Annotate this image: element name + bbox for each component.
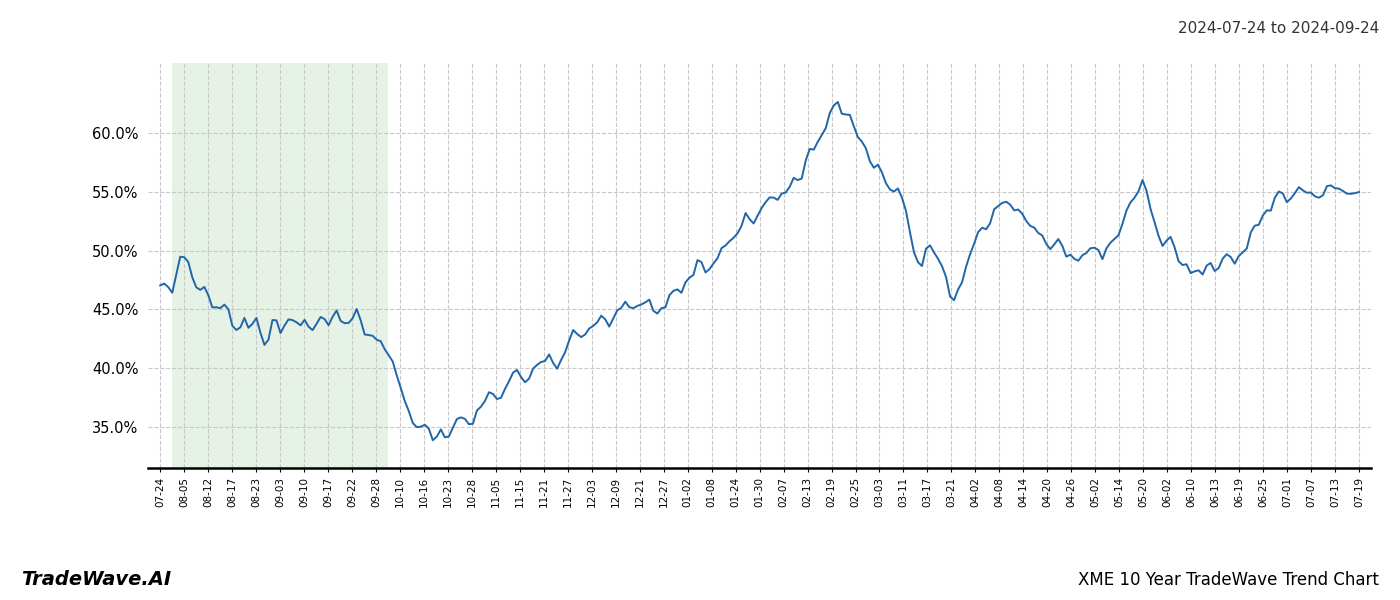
Text: 2024-07-24 to 2024-09-24: 2024-07-24 to 2024-09-24 <box>1177 21 1379 36</box>
Text: XME 10 Year TradeWave Trend Chart: XME 10 Year TradeWave Trend Chart <box>1078 571 1379 589</box>
Text: TradeWave.AI: TradeWave.AI <box>21 570 171 589</box>
Bar <box>172 63 388 468</box>
